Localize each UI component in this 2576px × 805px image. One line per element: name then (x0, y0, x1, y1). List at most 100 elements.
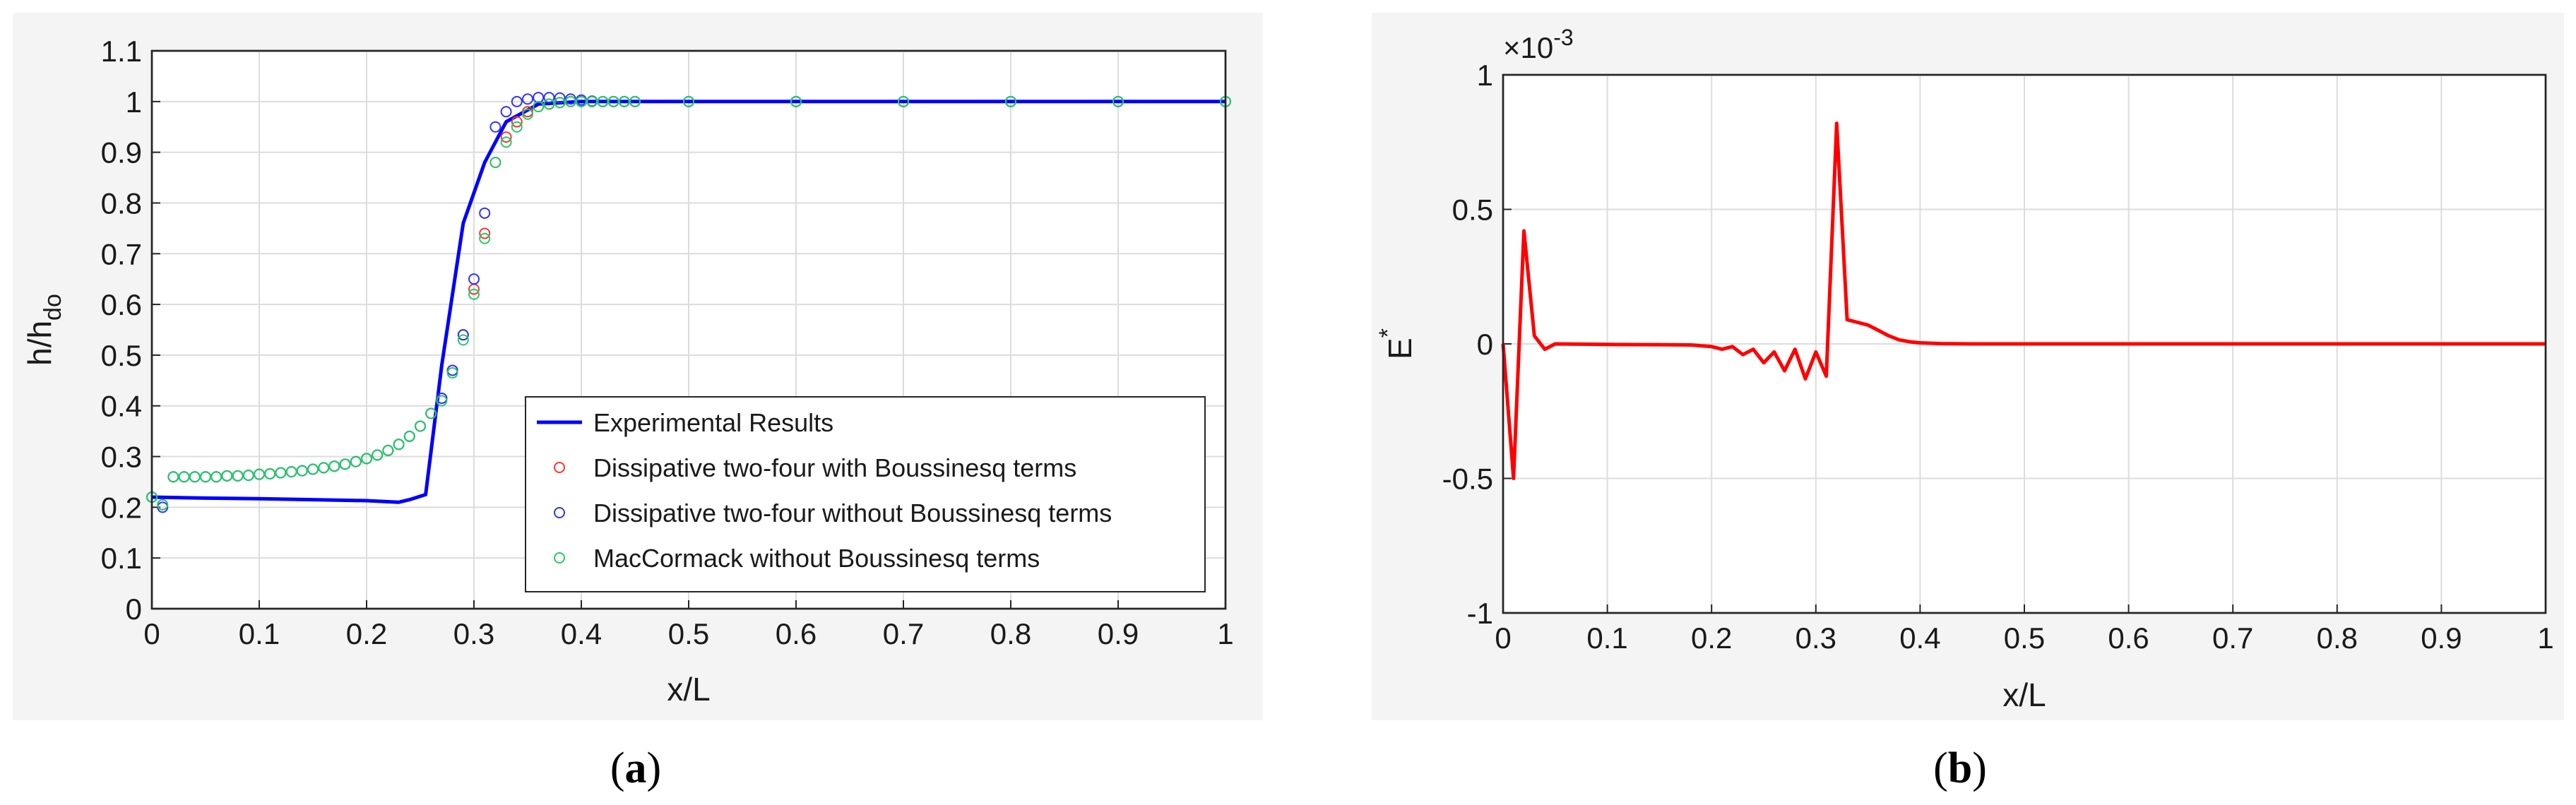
y-tick-label: 1 (1477, 59, 1493, 92)
data-point-series-1 (511, 116, 523, 128)
data-point-series-3 (597, 95, 609, 107)
panel-b-chart: 0 0.1 0.2 0.3 0.4 0.5 0.6 0.7 0.8 0.9 1 -1 -0.5 0 0.5… (1375, 25, 2554, 713)
data-point-series-2 (479, 207, 491, 219)
panel-a-legend: Experimental Results Dissipative two-fou… (525, 396, 1206, 592)
data-point-series-3 (264, 467, 276, 479)
series-line-0 (151, 100, 1225, 504)
panel-a-chart: 0 0.1 0.2 0.3 0.4 0.5 0.6 0.7 0.8 0.9 1 0 0.1 0.2 0.3… (21, 35, 1234, 708)
x-tick-label: 0 (143, 617, 160, 650)
x-tick-label: 0.3 (1796, 621, 1836, 655)
x-tick-label: 0.5 (2004, 621, 2045, 655)
y-tick-label: 0 (1477, 328, 1493, 361)
panel-a-caption-letter: a (625, 744, 647, 792)
y-tick-label: 1 (126, 85, 142, 119)
data-point-series-3 (178, 471, 190, 483)
x-tick-label: 0.9 (2421, 621, 2462, 655)
x-tick-label: 0.6 (776, 617, 817, 650)
data-point-series-3 (350, 455, 362, 467)
data-point-series-3 (436, 395, 448, 407)
x-tick-label: 1 (1217, 617, 1233, 650)
data-point-series-3 (1112, 95, 1124, 107)
x-tick-label: 0.8 (990, 617, 1031, 650)
data-point-series-3 (393, 439, 405, 451)
x-tick-label: 0.7 (2212, 621, 2253, 655)
data-point-series-3 (296, 465, 308, 477)
y-tick-label: 0 (126, 592, 142, 626)
data-point-series-3 (275, 467, 287, 479)
legend-experimental-label: Experimental Results (593, 408, 833, 437)
series-line-0 (1501, 121, 2546, 480)
y-tick-label: 0.2 (101, 491, 142, 524)
x-tick-label: 0.2 (346, 617, 387, 650)
panel-a-caption: (a) (610, 744, 661, 792)
legend-two-four-with-label: Dissipative two-four with Boussinesq ter… (593, 453, 1076, 482)
y-tick-label: 0.7 (101, 237, 142, 270)
data-point-series-3 (318, 462, 330, 474)
data-point-series-3 (607, 95, 619, 107)
legend-box (525, 396, 1206, 592)
x-tick-label: 0.8 (2317, 621, 2358, 655)
data-point-series-2 (489, 121, 501, 133)
x-tick-label: 0.6 (2108, 621, 2149, 655)
x-tick-label: 1 (2537, 621, 2553, 655)
x-tick-label: 0.5 (668, 617, 709, 650)
x-tick-label: 0.7 (883, 617, 924, 650)
data-point-series-2 (522, 93, 533, 105)
data-point-series-3 (372, 449, 384, 461)
x-tick-label: 0 (1495, 621, 1511, 655)
x-tick-label: 0.1 (239, 617, 280, 650)
y-tick-label: -1 (1467, 597, 1493, 630)
data-point-series-3 (339, 458, 351, 470)
data-point-series-3 (790, 95, 802, 107)
data-point-series-3 (618, 95, 630, 107)
panel-b-x-axis-label: x/L (2002, 676, 2046, 713)
data-point-series-3 (533, 101, 545, 112)
panel-b-scale-factor: ×10-3 (1503, 25, 1574, 64)
data-point-series-3 (157, 499, 169, 511)
panel-a-y-axis-label-subscript: do (40, 294, 66, 321)
data-point-series-2 (543, 92, 555, 104)
x-tick-label: 0.4 (561, 617, 602, 650)
x-tick-label: 0.9 (1098, 617, 1139, 650)
data-point-series-3 (361, 453, 372, 465)
panel-b-y-axis-label: E* (1375, 328, 1418, 359)
y-tick-label: 1.1 (101, 35, 142, 68)
data-point-series-3 (232, 470, 244, 482)
data-point-series-3 (415, 420, 426, 432)
data-point-series-3 (543, 98, 555, 110)
y-tick-label: 0.9 (101, 136, 142, 169)
panel-a-axes-box (150, 49, 1227, 610)
y-tick-label: 0.6 (101, 288, 142, 321)
data-point-series-1 (479, 227, 491, 239)
x-tick-label: 0.3 (453, 617, 494, 650)
data-point-series-3 (425, 407, 437, 419)
panel-a-y-ticks: 0 0.1 0.2 0.3 0.4 0.5 0.6 0.7 0.8 0.9 1 1.1 (101, 35, 160, 626)
legend-two-four-without-marker (554, 507, 565, 518)
panel-b-y-ticks: -1 -0.5 0 0.5 1 (1442, 59, 1512, 630)
data-point-series-3 (683, 95, 694, 107)
data-point-series-3 (489, 157, 501, 168)
data-point-series-3 (468, 288, 480, 300)
panel-a-series (146, 92, 1231, 513)
data-point-series-3 (221, 470, 233, 482)
data-point-series-3 (167, 471, 179, 483)
y-tick-label: 0.1 (101, 542, 142, 575)
data-point-series-3 (285, 466, 297, 478)
panel-b-scale-factor-base: ×10 (1503, 31, 1553, 64)
data-point-series-3 (328, 460, 340, 472)
data-point-series-2 (511, 95, 523, 107)
data-point-series-2 (468, 273, 480, 285)
y-tick-label: 0.8 (101, 186, 142, 220)
data-point-series-2 (533, 92, 545, 104)
panel-b-y-axis-label-main: E (1382, 338, 1418, 359)
data-point-series-2 (457, 329, 469, 341)
data-point-series-2 (554, 92, 566, 104)
y-tick-label: 0.5 (101, 339, 142, 372)
data-point-series-3 (254, 468, 265, 480)
panel-b-y-axis-label-superscript: * (1375, 328, 1401, 338)
data-point-series-1 (500, 131, 512, 143)
data-point-series-3 (189, 471, 201, 483)
panel-b-x-ticks: 0 0.1 0.2 0.3 0.4 0.5 0.6 0.7 0.8 0.9 1 (1495, 604, 2554, 655)
data-point-series-3 (200, 471, 211, 483)
